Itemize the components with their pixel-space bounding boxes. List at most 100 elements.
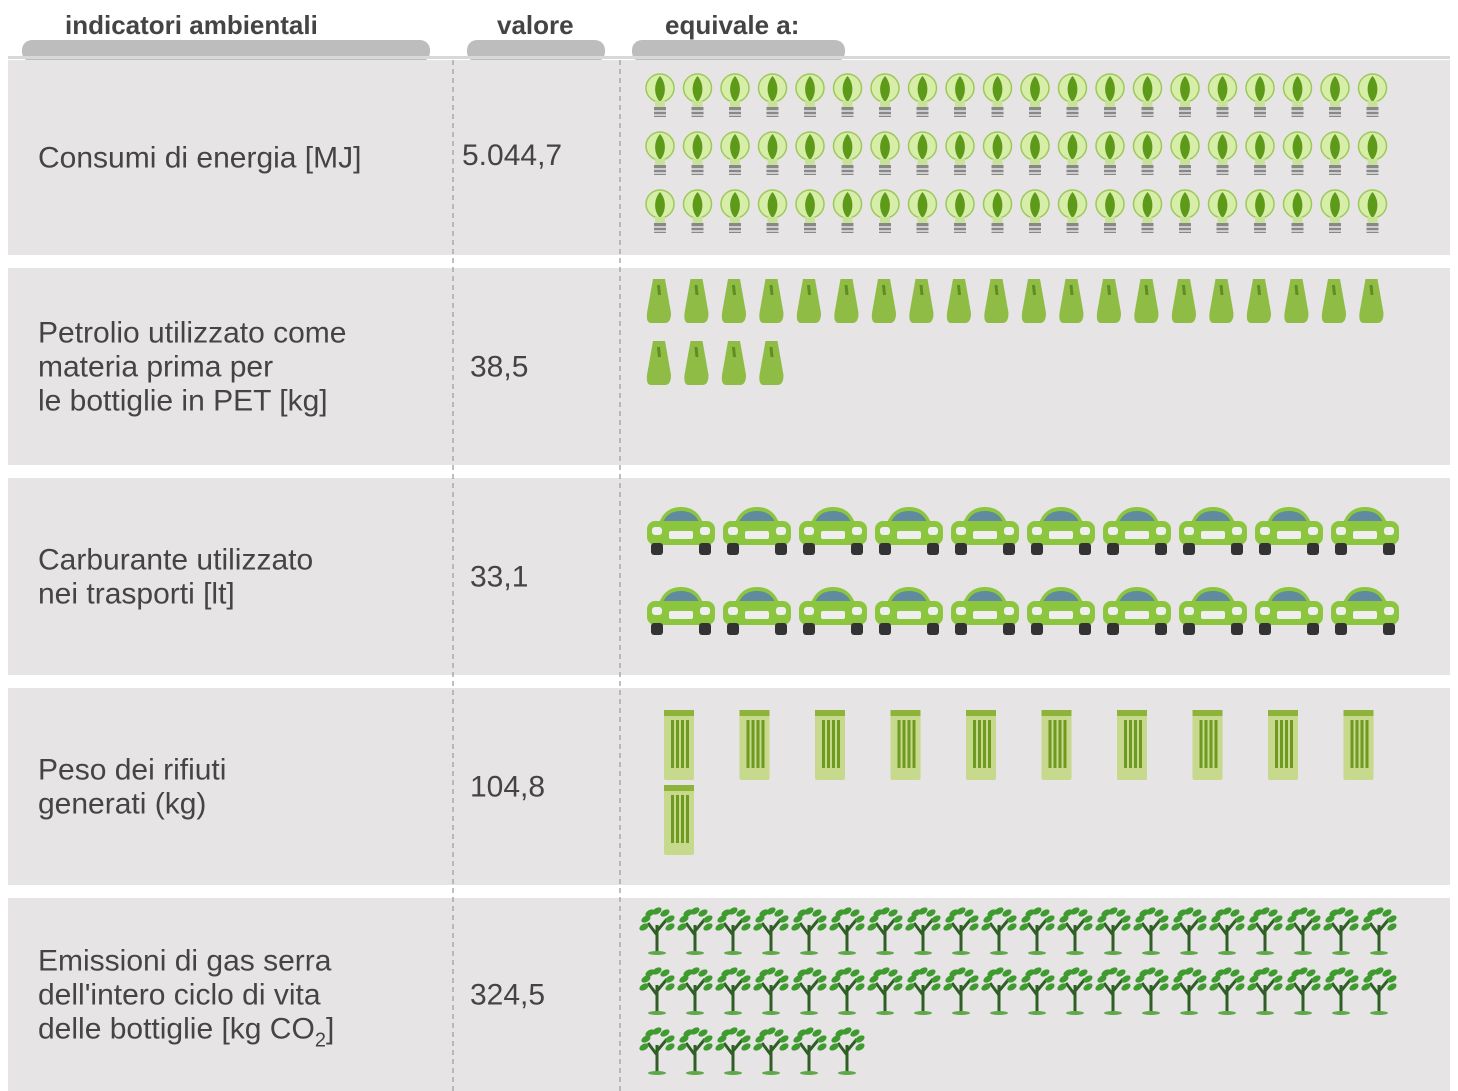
base-stripe bbox=[1104, 168, 1116, 170]
base-stripe bbox=[879, 172, 891, 174]
base-stripe bbox=[804, 172, 816, 174]
base-stripe bbox=[1179, 114, 1191, 116]
bin-stripe bbox=[988, 720, 991, 768]
base-stripe bbox=[729, 110, 741, 112]
base-stripe bbox=[842, 226, 854, 228]
neck bbox=[918, 101, 928, 107]
bin-stripe bbox=[681, 720, 684, 768]
bin-stripe bbox=[1134, 720, 1137, 768]
icon-bin bbox=[1193, 710, 1223, 780]
neck bbox=[1293, 217, 1303, 223]
wheel bbox=[955, 543, 967, 555]
bin-lid bbox=[1344, 710, 1374, 716]
bin-lid bbox=[966, 710, 996, 716]
bin-lid bbox=[740, 710, 770, 716]
lamp bbox=[928, 527, 938, 535]
neck bbox=[1105, 217, 1115, 223]
base-stripe bbox=[729, 226, 741, 228]
bin-lid bbox=[1042, 710, 1072, 716]
row-label: nei trasporti [lt] bbox=[38, 578, 235, 611]
base-stripe bbox=[654, 114, 666, 116]
base-stripe bbox=[1217, 110, 1229, 112]
base-stripe bbox=[1367, 168, 1379, 170]
base-stripe bbox=[1254, 110, 1266, 112]
lamp bbox=[1004, 607, 1014, 615]
neck bbox=[693, 159, 703, 165]
lamp bbox=[1260, 607, 1270, 615]
wheel bbox=[1107, 623, 1119, 635]
neck bbox=[955, 101, 965, 107]
wheel bbox=[851, 623, 863, 635]
base-stripe bbox=[954, 226, 966, 228]
bin-stripe bbox=[1351, 720, 1354, 768]
wheel bbox=[879, 543, 891, 555]
neck bbox=[993, 217, 1003, 223]
base-stripe bbox=[842, 168, 854, 170]
base-stripe bbox=[1292, 168, 1304, 170]
row-label: generati (kg) bbox=[38, 788, 206, 821]
wheel bbox=[1307, 623, 1319, 635]
wheel bbox=[1259, 623, 1271, 635]
bin-stripe bbox=[1054, 720, 1057, 768]
wheel bbox=[1003, 623, 1015, 635]
wheel bbox=[879, 623, 891, 635]
grille bbox=[897, 531, 921, 539]
base-stripe bbox=[654, 226, 666, 228]
neck bbox=[1293, 159, 1303, 165]
neck bbox=[1293, 101, 1303, 107]
base-stripe bbox=[1029, 226, 1041, 228]
neck bbox=[1255, 217, 1265, 223]
ground bbox=[838, 951, 856, 955]
base-stripe bbox=[1329, 114, 1341, 116]
ground bbox=[724, 1011, 742, 1015]
ground bbox=[686, 951, 704, 955]
base-stripe bbox=[1254, 168, 1266, 170]
base-stripe bbox=[1179, 230, 1191, 232]
lamp bbox=[956, 607, 966, 615]
bin-stripe bbox=[973, 720, 976, 768]
base-stripe bbox=[729, 114, 741, 116]
grille bbox=[1353, 531, 1377, 539]
bin-stripe bbox=[686, 795, 689, 843]
lamp bbox=[700, 607, 710, 615]
bin-stripe bbox=[1356, 720, 1359, 768]
wheel bbox=[775, 543, 787, 555]
neck bbox=[880, 159, 890, 165]
ground bbox=[1104, 951, 1122, 955]
grille bbox=[1049, 531, 1073, 539]
header-label: equivale a: bbox=[665, 10, 799, 40]
ground bbox=[648, 1011, 666, 1015]
bin-stripe bbox=[1275, 720, 1278, 768]
wheel bbox=[927, 623, 939, 635]
base-stripe bbox=[1029, 172, 1041, 174]
neck bbox=[1218, 101, 1228, 107]
bin-stripe bbox=[1361, 720, 1364, 768]
base-stripe bbox=[1029, 230, 1041, 232]
row-value: 33,1 bbox=[470, 561, 528, 594]
base-stripe bbox=[1067, 114, 1079, 116]
grille bbox=[669, 611, 693, 619]
base-stripe bbox=[992, 114, 1004, 116]
grille bbox=[1353, 611, 1377, 619]
base-stripe bbox=[917, 110, 929, 112]
base-stripe bbox=[879, 114, 891, 116]
lamp bbox=[880, 607, 890, 615]
neck bbox=[1180, 159, 1190, 165]
grille bbox=[1201, 611, 1225, 619]
bin-stripe bbox=[983, 720, 986, 768]
icon-bin bbox=[1117, 710, 1147, 780]
base-stripe bbox=[917, 114, 929, 116]
base-stripe bbox=[917, 168, 929, 170]
neck bbox=[693, 101, 703, 107]
base-stripe bbox=[767, 168, 779, 170]
subscript: 2 bbox=[315, 1030, 326, 1052]
bin-lid bbox=[891, 710, 921, 716]
wheel bbox=[1259, 543, 1271, 555]
neck bbox=[1068, 159, 1078, 165]
lamp bbox=[1108, 607, 1118, 615]
row-label: Emissioni di gas serra bbox=[38, 945, 332, 978]
wheel bbox=[1307, 543, 1319, 555]
base-stripe bbox=[1142, 226, 1154, 228]
wheel bbox=[1079, 623, 1091, 635]
base-stripe bbox=[1217, 230, 1229, 232]
